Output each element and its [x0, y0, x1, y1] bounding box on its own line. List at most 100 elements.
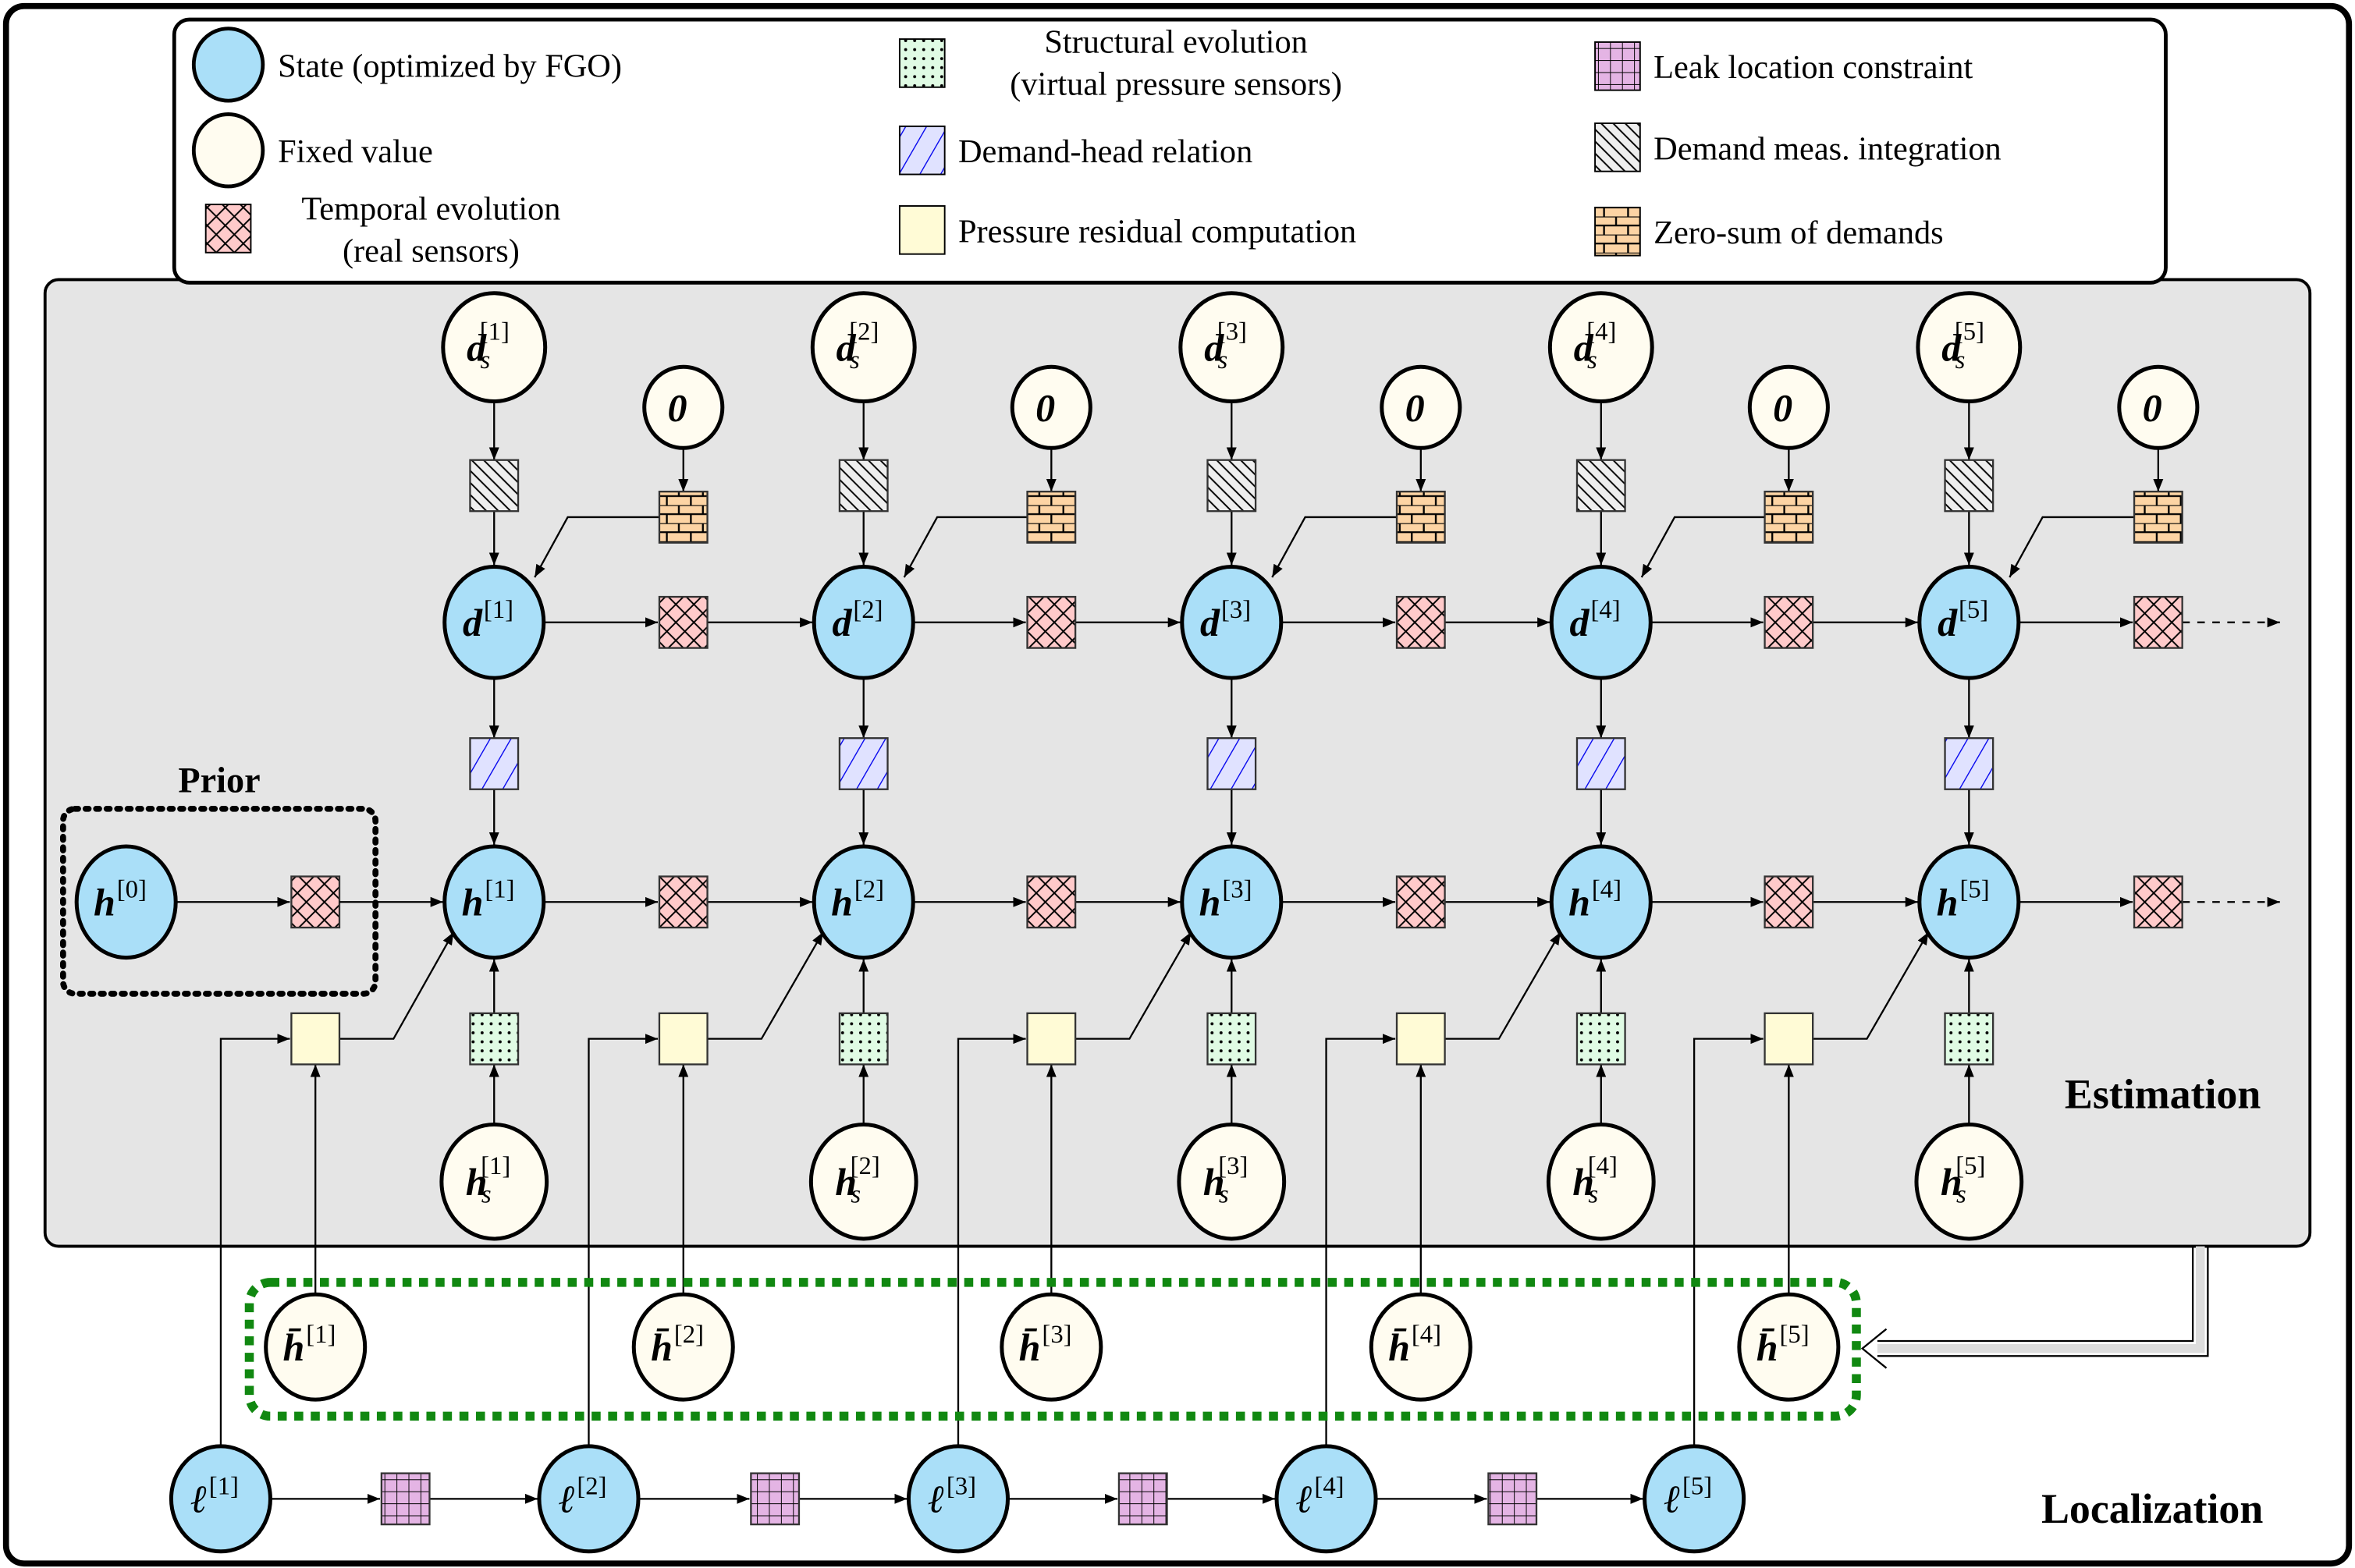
structural-factor — [1575, 1012, 1626, 1066]
nominal-head-node: h̄ [2] — [631, 1292, 735, 1402]
nominal-head-node-label: h̄ [4] — [1388, 1321, 1441, 1369]
fixed-circle-icon — [191, 112, 265, 189]
edge-arrow — [1693, 1034, 1764, 1448]
leak-node-label: ℓ [2] — [559, 1473, 606, 1521]
zero-sum-factor — [1026, 491, 1077, 544]
head-node-circle — [1549, 844, 1653, 960]
edge-arrow — [1075, 931, 1192, 1040]
temporal-factor — [658, 595, 709, 649]
edge-arrow — [534, 516, 659, 578]
head-node-label: h [2] — [831, 875, 884, 924]
head-measured-node-circle — [1914, 1122, 2024, 1241]
demand-measured-node-circle — [1178, 291, 1285, 404]
head-measured-node-label: hs[4] — [1572, 1152, 1618, 1209]
head-measured-node: hs[5] — [1914, 1122, 2024, 1241]
demand-node: d [2] — [812, 565, 915, 680]
edge-arrow — [903, 516, 1028, 578]
legend-label: (real sensors) — [343, 232, 520, 269]
pressure-residual-factor — [1395, 1012, 1446, 1066]
edge-arrow — [1271, 516, 1398, 578]
head-node: h [2] — [812, 844, 915, 960]
temporal-factor — [1026, 595, 1077, 649]
head-node-label: h [5] — [1937, 875, 1990, 924]
edge-arrow — [1813, 931, 1930, 1040]
zero-node-circle — [1747, 364, 1830, 450]
pressure-residual-factor — [290, 1012, 341, 1066]
leak-node-label: ℓ [3] — [929, 1473, 976, 1521]
demand-head-factor — [1575, 737, 1626, 790]
legend-item: Zero-sum of demands — [1594, 206, 1944, 257]
state-circle-icon — [191, 27, 265, 103]
leak-node-circle — [537, 1444, 641, 1554]
zero-sum-factor — [1764, 491, 1814, 544]
edge-arrow — [1640, 516, 1765, 578]
demand-meas-factor — [1944, 459, 1994, 513]
edge-arrow — [957, 1034, 1026, 1448]
demand-meas-factor — [1206, 459, 1257, 513]
head-measured-node-label: hs[1] — [466, 1152, 511, 1209]
leak-location-factor — [750, 1472, 801, 1526]
edge-arrow — [588, 1034, 659, 1448]
nominal-head-node-label: h̄ [5] — [1756, 1321, 1810, 1369]
leak-location-factor-icon — [1594, 41, 1641, 91]
demand-measured-node-circle — [810, 291, 917, 404]
leak-node-label: ℓ [5] — [1664, 1473, 1712, 1521]
pressure-residual-factor — [1026, 1012, 1077, 1066]
leak-location-factor — [1487, 1472, 1538, 1526]
head-measured-node: hs[1] — [439, 1122, 549, 1241]
zero-sum-factor — [658, 491, 709, 544]
legend-label: Fixed value — [278, 133, 433, 170]
pressure-residual-factor — [1764, 1012, 1814, 1066]
demand-meas-factor — [838, 459, 889, 513]
demand-measured-node: ds[4] — [1547, 291, 1654, 404]
temporal-factor — [1764, 875, 1814, 929]
leak-location-factor — [380, 1472, 431, 1526]
head-measured-node-circle — [1177, 1122, 1287, 1241]
demand-measured-node-circle — [441, 291, 548, 404]
demand-measured-node: ds[1] — [441, 291, 548, 404]
leak-location-factor — [1117, 1472, 1168, 1526]
legend-item: State (optimized by FGO) — [191, 27, 622, 103]
demand-node: d [1] — [442, 565, 546, 680]
temporal-factor — [658, 875, 709, 929]
head-measured-node: hs[2] — [808, 1122, 918, 1241]
legend-label: Temporal evolution — [301, 190, 560, 227]
pressure-residual-factor-icon — [898, 205, 946, 255]
head-measured-node-circle — [808, 1122, 918, 1241]
head-measured-node: hs[4] — [1546, 1122, 1656, 1241]
demand-node-label: d [5] — [1938, 596, 1988, 644]
leak-node-circle — [169, 1444, 272, 1554]
demand-measured-node: ds[2] — [810, 291, 917, 404]
legend-label: Structural evolution — [1044, 23, 1307, 60]
temporal-factor-icon — [204, 204, 252, 254]
temporal-factor — [2133, 875, 2183, 929]
nominal-head-node-label: h̄ [2] — [651, 1321, 704, 1369]
head-measured-node-label: hs[3] — [1203, 1152, 1249, 1209]
zero-node-label: 0 — [1773, 386, 1792, 430]
edge-arrow — [2009, 516, 2135, 578]
temporal-factor — [1764, 595, 1814, 649]
edge-arrow — [1325, 1034, 1396, 1448]
demand-head-factor — [838, 737, 889, 790]
leak-node: ℓ [3] — [906, 1444, 1011, 1554]
demand-node-circle — [1549, 565, 1653, 680]
legend-label: Demand-head relation — [958, 133, 1252, 170]
temporal-factor — [1026, 875, 1077, 929]
leak-node-label: ℓ [1] — [191, 1473, 239, 1521]
head-node-circle — [1180, 844, 1284, 960]
demand-measured-node-label: ds[3] — [1204, 318, 1247, 375]
temporal-factor — [2133, 595, 2183, 649]
head-node-circle — [1917, 844, 2021, 960]
demand-node-label: d [3] — [1200, 596, 1251, 644]
demand-measured-node-circle — [1916, 291, 2023, 404]
edge-arrow — [1444, 931, 1561, 1040]
double-arrow-head — [1860, 1328, 1888, 1369]
h-prior-node-circle — [74, 844, 178, 960]
demand-head-factor — [469, 737, 520, 790]
zero-sum-factor-icon — [1594, 206, 1641, 257]
legend-label: State (optimized by FGO) — [278, 48, 622, 84]
nominal-head-node: h̄ [5] — [1737, 1292, 1841, 1402]
legend-label: (virtual pressure sensors) — [1010, 66, 1342, 102]
head-node: h [5] — [1917, 844, 2021, 960]
